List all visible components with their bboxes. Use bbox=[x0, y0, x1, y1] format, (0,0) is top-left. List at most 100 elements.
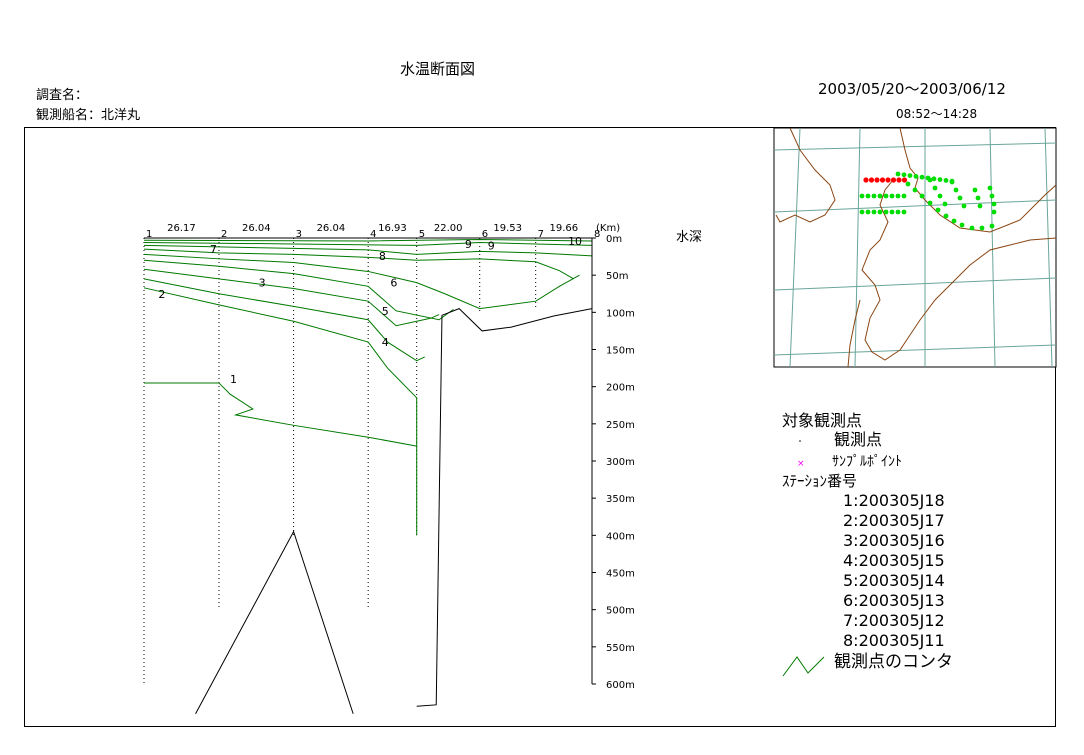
legend: 対象観測点 観測点 × ｻﾝﾌﾟﾙﾎﾟｲﾝﾄ ｽﾃｰｼｮﾝ番号 1:200305… bbox=[782, 411, 953, 677]
obs-point-marker bbox=[799, 440, 801, 442]
segment-distance-label: 26.04 bbox=[242, 223, 271, 234]
map-grid bbox=[773, 127, 1057, 368]
contour-label: 9 bbox=[465, 238, 472, 251]
segment-distance-label: 16.93 bbox=[378, 223, 407, 234]
contour-legend-symbol bbox=[782, 656, 825, 677]
sample-point-marker: × bbox=[797, 459, 805, 469]
map-dot-red bbox=[879, 177, 886, 183]
station-label: 3 bbox=[296, 229, 302, 240]
contour-label: 9 bbox=[488, 239, 495, 252]
depth-axis: 0m 50m 100m 150m 200m 250m 300m 350m 400m 450m 500… bbox=[144, 223, 635, 691]
map-dot-red bbox=[868, 177, 875, 183]
seafloor-layer bbox=[195, 308, 593, 714]
depth-tick-label: 350m bbox=[606, 494, 635, 505]
map-dot-green bbox=[927, 200, 933, 206]
seafloor-line bbox=[416, 308, 593, 707]
legend-station-entry: 7:200305J12 bbox=[843, 611, 945, 630]
map-dot-red bbox=[874, 177, 880, 183]
depth-tick-label: 100m bbox=[606, 308, 635, 319]
map-dot-green bbox=[901, 209, 907, 215]
depth-axis-label: 水深 bbox=[676, 230, 702, 245]
map-dot-green bbox=[991, 201, 997, 207]
map-dot-green bbox=[953, 187, 959, 193]
legend-station-entry: 2:200305J17 bbox=[843, 511, 945, 530]
legend-title: 対象観測点 bbox=[782, 411, 862, 430]
map-dot-green bbox=[883, 209, 889, 215]
contour-line-5 bbox=[143, 259, 454, 321]
contour-line-2 bbox=[143, 287, 418, 536]
map-dot-red bbox=[863, 177, 869, 183]
station-label: 2 bbox=[221, 229, 227, 240]
inset-map bbox=[773, 127, 1057, 368]
map-dot-red bbox=[901, 177, 908, 183]
contour-label: 6 bbox=[390, 277, 397, 290]
segment-distance-label: 19.53 bbox=[493, 223, 522, 234]
depth-tick-label: 250m bbox=[606, 420, 635, 431]
station-label: 8 bbox=[594, 229, 600, 240]
map-dot-green bbox=[943, 213, 949, 219]
depth-tick-label: 200m bbox=[606, 383, 635, 394]
depth-tick-label: 450m bbox=[606, 569, 635, 580]
station-gridlines bbox=[143, 238, 593, 684]
time-range: 08:52〜14:28 bbox=[896, 107, 978, 121]
map-dot-green bbox=[975, 195, 981, 201]
contour-line-3 bbox=[143, 278, 425, 362]
map-dot-green bbox=[991, 209, 997, 215]
contour-label: 10 bbox=[568, 235, 582, 248]
map-dot-green bbox=[895, 171, 901, 177]
station-label: 5 bbox=[419, 229, 425, 240]
map-dot-green bbox=[931, 176, 937, 182]
map-dot-red bbox=[885, 177, 891, 183]
map-dot-green bbox=[937, 177, 943, 183]
map-dot-green bbox=[989, 223, 995, 229]
map-coastline bbox=[775, 127, 1057, 368]
segment-distance-label: 26.17 bbox=[167, 223, 196, 234]
map-dot-green bbox=[927, 177, 933, 183]
legend-station-entry: 6:200305J13 bbox=[843, 591, 945, 610]
contour-label: 1 bbox=[230, 373, 237, 386]
contour-label: 2 bbox=[158, 288, 165, 301]
map-dot-green bbox=[889, 193, 895, 199]
contour-label: 7 bbox=[210, 243, 217, 256]
legend-station-list: 1:200305J182:200305J173:200305J164:20030… bbox=[843, 491, 945, 650]
map-dot-green bbox=[907, 173, 913, 179]
map-dot-green bbox=[949, 179, 955, 185]
depth-tick-label: 550m bbox=[606, 643, 635, 654]
segment-distance-label: 19.66 bbox=[550, 223, 579, 234]
page-title: 水温断面図 bbox=[400, 60, 476, 78]
contour-line-6 bbox=[143, 253, 580, 310]
contour-label: 4 bbox=[382, 336, 389, 349]
map-grid-line bbox=[989, 127, 996, 368]
depth-tick-label: 500m bbox=[606, 606, 635, 617]
legend-obs-point: 観測点 bbox=[834, 430, 882, 449]
map-dot-green bbox=[919, 174, 925, 180]
coastline-west bbox=[847, 299, 861, 368]
contour-line-1 bbox=[144, 382, 417, 447]
x-unit-label: (Km) bbox=[596, 223, 620, 234]
legend-station-entry: 5:200305J14 bbox=[843, 571, 945, 590]
map-dot-green bbox=[937, 193, 943, 199]
map-grid-line bbox=[773, 344, 1057, 356]
map-grid-line bbox=[773, 142, 1057, 151]
map-dot-green bbox=[961, 203, 967, 209]
station-label: 4 bbox=[370, 229, 376, 240]
map-dot-green bbox=[859, 193, 865, 199]
map-dot-green bbox=[919, 193, 925, 199]
seamount-line bbox=[195, 530, 354, 714]
map-dot-green bbox=[972, 187, 978, 193]
map-dot-red bbox=[896, 177, 902, 183]
map-dot-green bbox=[877, 209, 883, 215]
map-dot-red bbox=[890, 177, 897, 183]
coastline-hokkaido bbox=[861, 179, 1057, 361]
map-dot-green bbox=[901, 172, 907, 178]
legend-station-entry: 8:200305J11 bbox=[843, 631, 945, 650]
map-dot-green bbox=[935, 207, 941, 213]
depth-tick-label: 0m bbox=[606, 234, 622, 245]
contour-label: 8 bbox=[379, 250, 386, 263]
map-dot-green bbox=[987, 185, 993, 191]
legend-station-entry: 1:200305J18 bbox=[843, 491, 945, 510]
contour-line-8 bbox=[143, 244, 593, 257]
segment-distance-label: 22.00 bbox=[434, 223, 463, 234]
depth-tick-label: 150m bbox=[606, 346, 635, 357]
legend-station-title: ｽﾃｰｼｮﾝ番号 bbox=[782, 472, 857, 490]
